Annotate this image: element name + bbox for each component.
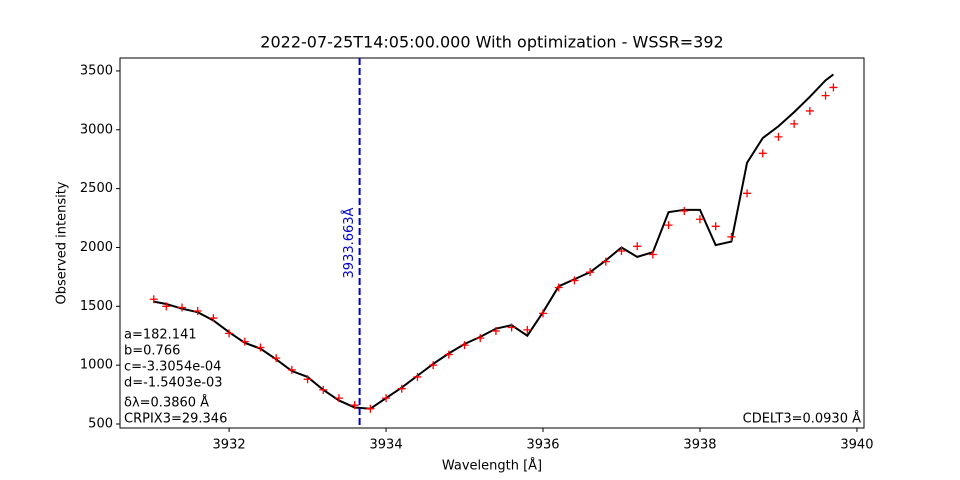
data-point bbox=[523, 325, 532, 334]
data-point bbox=[695, 215, 704, 224]
chart-title: 2022-07-25T14:05:00.000 With optimizatio… bbox=[260, 33, 723, 52]
data-point bbox=[743, 189, 752, 198]
x-tick-label: 3936 bbox=[526, 438, 559, 453]
data-point bbox=[711, 222, 720, 231]
data-point bbox=[240, 337, 249, 346]
y-tick-label: 3000 bbox=[80, 122, 113, 137]
data-point bbox=[476, 334, 485, 343]
data-point bbox=[633, 242, 642, 251]
data-point bbox=[193, 307, 202, 316]
data-point bbox=[774, 132, 783, 141]
data-point bbox=[648, 250, 657, 259]
data-point bbox=[664, 221, 673, 230]
plot-frame bbox=[119, 57, 865, 429]
data-point bbox=[256, 343, 265, 352]
y-tick-label: 1000 bbox=[80, 358, 113, 373]
y-tick-label: 1500 bbox=[80, 299, 113, 314]
reference-label: 3933.663Å bbox=[341, 207, 357, 278]
data-point bbox=[821, 91, 830, 100]
data-point bbox=[601, 257, 610, 266]
data-point bbox=[382, 394, 391, 403]
y-tick-label: 2500 bbox=[80, 181, 113, 196]
data-point bbox=[209, 314, 218, 323]
y-axis-label: Observed intensity bbox=[55, 181, 70, 304]
y-tick-label: 2000 bbox=[80, 240, 113, 255]
data-point bbox=[586, 268, 595, 277]
data-point bbox=[287, 365, 296, 374]
x-tick-label: 3940 bbox=[840, 438, 873, 453]
data-point bbox=[162, 302, 171, 311]
data-point bbox=[397, 384, 406, 393]
data-point bbox=[319, 385, 328, 394]
data-point bbox=[829, 83, 838, 92]
data-point bbox=[413, 372, 422, 381]
data-point bbox=[491, 327, 500, 336]
data-point bbox=[429, 361, 438, 370]
data-point bbox=[225, 329, 234, 338]
y-tick-label: 3500 bbox=[80, 63, 113, 78]
annotation: a=182.141 bbox=[124, 328, 197, 343]
x-tick-label: 3932 bbox=[213, 438, 246, 453]
data-point bbox=[149, 295, 158, 304]
data-point bbox=[334, 394, 343, 403]
data-point bbox=[366, 404, 375, 413]
data-point bbox=[444, 350, 453, 359]
data-point bbox=[460, 341, 469, 350]
data-point bbox=[617, 247, 626, 256]
x-tick-label: 3934 bbox=[370, 438, 403, 453]
data-point bbox=[303, 375, 312, 384]
annotation: d=-1.5403e-03 bbox=[124, 376, 223, 391]
data-point bbox=[727, 232, 736, 241]
y-tick-label: 500 bbox=[88, 416, 113, 431]
data-point bbox=[790, 119, 799, 128]
data-line bbox=[153, 73, 834, 410]
annotation: CDELT3=0.0930 Å bbox=[743, 411, 861, 427]
data-point bbox=[680, 206, 689, 215]
data-point bbox=[554, 283, 563, 292]
data-point bbox=[272, 354, 281, 363]
x-tick-label: 3938 bbox=[683, 438, 716, 453]
data-point bbox=[570, 276, 579, 285]
data-point bbox=[507, 323, 516, 332]
annotation: CRPIX3=29.346 bbox=[124, 412, 227, 427]
annotation: δλ=0.3860 Å bbox=[124, 395, 209, 411]
data-point bbox=[539, 309, 548, 318]
data-point bbox=[350, 401, 359, 410]
data-point bbox=[805, 106, 814, 115]
x-axis-label: Wavelength [Å] bbox=[442, 458, 542, 474]
annotation: b=0.766 bbox=[124, 344, 180, 359]
data-point bbox=[178, 303, 186, 312]
annotation: c=-3.3054e-04 bbox=[124, 360, 221, 375]
data-point bbox=[758, 149, 767, 158]
